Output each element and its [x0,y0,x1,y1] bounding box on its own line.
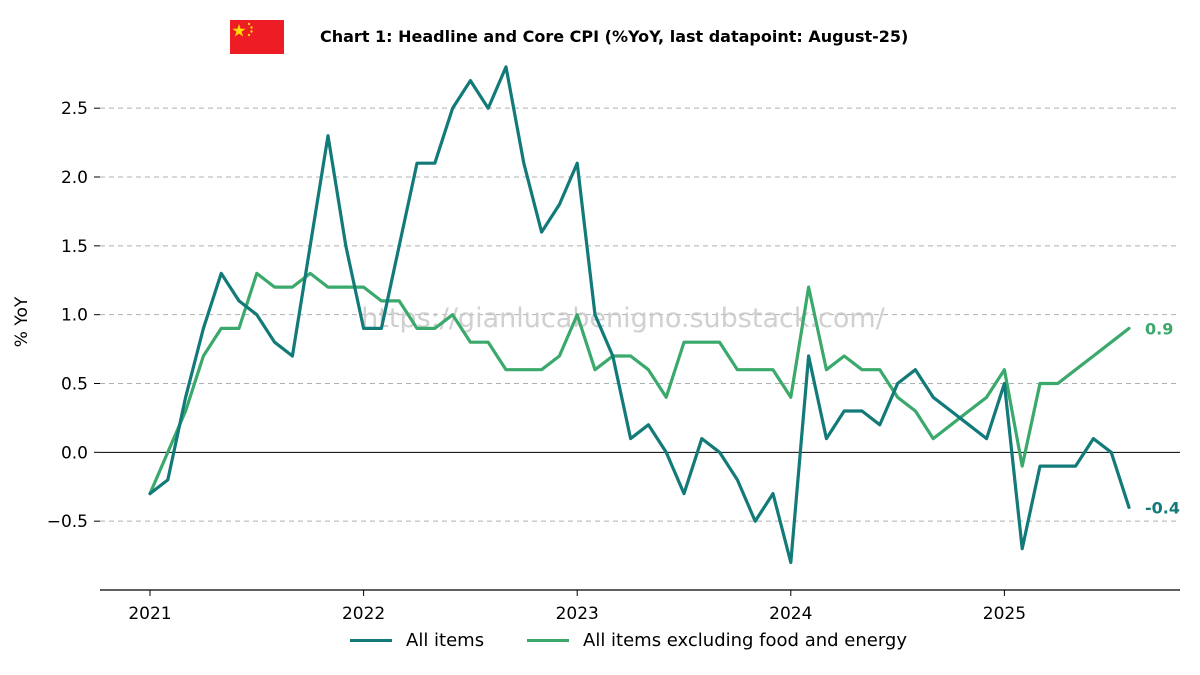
cpi-line-chart: −0.5 0.0 0.5 1.0 1.5 2.0 2.5 2021 2022 2023 2024 20… [12,65,1180,624]
y-tick-label: 2.0 [61,168,88,188]
y-tick-label: 1.0 [61,306,88,326]
watermark: https://gianlucabenigno.substack.com/ [361,303,886,334]
legend-item-core: All items excluding food and energy [527,630,907,651]
x-tick-label: 2021 [128,604,171,624]
legend-swatch-core [527,639,569,642]
headline-end-label: -0.4 [1145,498,1180,517]
core-end-label: 0.9 [1145,319,1173,338]
y-tick-label: −0.5 [47,512,88,532]
legend-label-all-items: All items [406,630,485,651]
legend-item-all-items: All items [350,630,484,651]
y-axis-label: % YoY [12,296,32,347]
legend-label-core: All items excluding food and energy [583,630,907,651]
chart-title: Chart 1: Headline and Core CPI (%YoY, la… [320,27,909,46]
chart-legend: All items All items excluding food and e… [0,630,1200,656]
x-tick-label: 2024 [769,604,812,624]
headline-series-line [148,65,1131,565]
x-tick-label: 2022 [342,604,385,624]
y-tick-label: 0.5 [61,375,88,395]
core-series-line [148,271,1131,496]
legend-swatch-all-items [350,639,392,642]
y-tick-label: 2.5 [61,99,88,119]
x-tick-label: 2025 [983,604,1026,624]
china-flag-icon [230,20,284,54]
x-tick-label: 2023 [556,604,599,624]
y-tick-label: 0.0 [61,443,88,463]
y-tick-label: 1.5 [61,237,88,257]
